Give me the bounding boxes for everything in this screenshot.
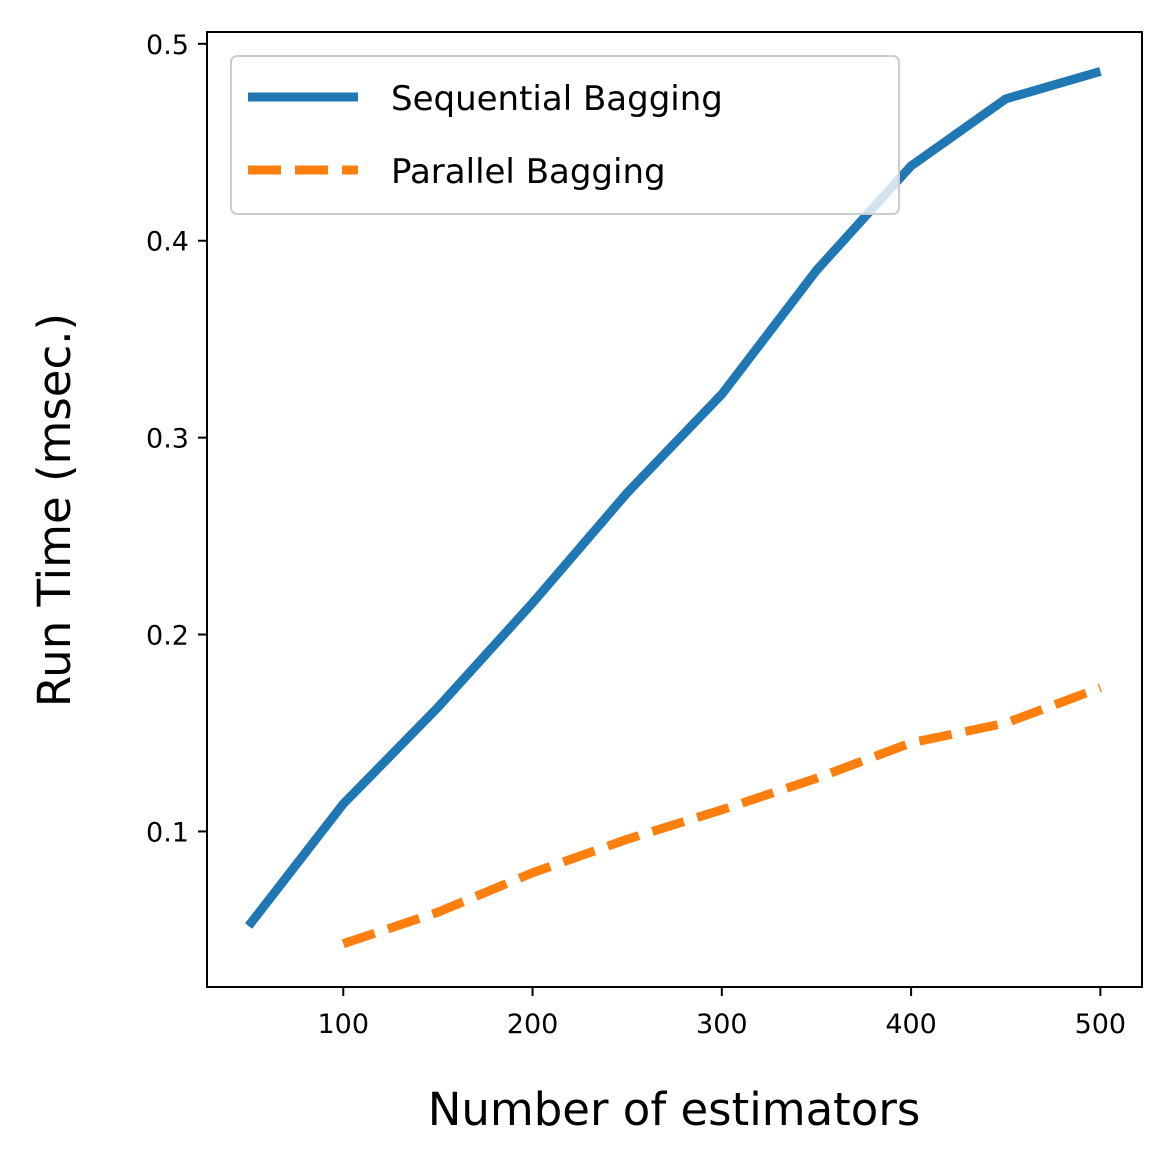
x-tick-label: 300 <box>696 1009 748 1040</box>
axis-ticks: 100 200 300 400 500 0.1 0.2 0.3 0.4 0.5 <box>146 30 1126 1040</box>
plot-area-frame <box>206 31 1143 988</box>
legend-box <box>230 55 900 215</box>
legend: Sequential Bagging Parallel Bagging <box>230 55 900 215</box>
y-tick-label: 0.5 <box>146 30 189 61</box>
y-tick-label: 0.2 <box>146 621 189 652</box>
x-tick-label: 400 <box>885 1009 937 1040</box>
x-axis-label: Number of estimators <box>428 1083 921 1136</box>
y-tick-label: 0.3 <box>146 424 189 455</box>
legend-label-sequential: Sequential Bagging <box>391 79 723 119</box>
series-line-sequential <box>245 67 1102 929</box>
legend-label-parallel: Parallel Bagging <box>391 152 666 192</box>
y-tick-label: 0.1 <box>146 817 189 848</box>
series-line-parallel <box>341 683 1102 948</box>
x-tick-label: 200 <box>507 1009 559 1040</box>
series-layer <box>245 67 1102 948</box>
y-axis-label: Run Time (msec.) <box>28 313 81 707</box>
x-tick-label: 100 <box>318 1009 370 1040</box>
x-tick-label: 500 <box>1075 1009 1127 1040</box>
y-tick-label: 0.4 <box>146 227 189 258</box>
